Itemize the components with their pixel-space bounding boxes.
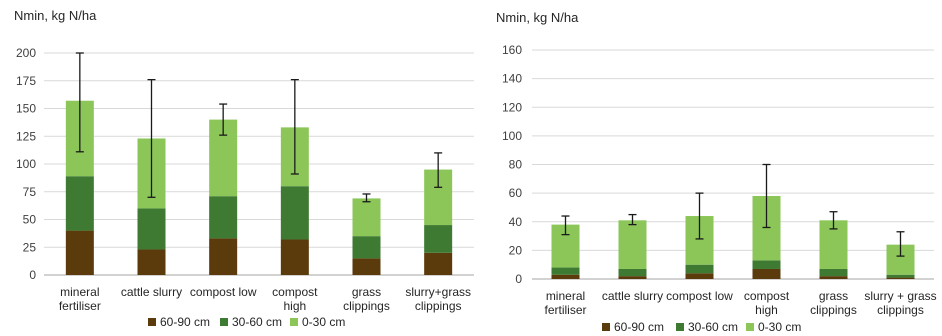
bar-segment-30-60cm — [65, 176, 94, 231]
x-tick-label: slurry+grass — [405, 285, 471, 299]
y-tick-label: 125 — [16, 129, 36, 143]
x-tick-label: clippings — [415, 299, 462, 313]
y-tick-label: 25 — [23, 240, 37, 254]
chart-panel-1: Nmin, kg N/ha 0 25 50 75 100 125 150 175 200 miner… — [14, 8, 474, 329]
y-tick-label: 0 — [29, 268, 36, 282]
legend-label: 0-30 cm — [302, 315, 345, 329]
bar-segment-60-90cm — [352, 258, 381, 275]
x-tick-label: clippings — [810, 303, 857, 317]
legend-label: 30-60 cm — [232, 315, 282, 329]
y-tick-label: 80 — [509, 158, 523, 172]
x-tick-label: compost low — [190, 285, 257, 299]
y-tick-label: 200 — [16, 46, 36, 60]
bar-segment-60-90cm — [752, 268, 781, 279]
legend-label: 60-90 cm — [614, 320, 664, 334]
bar-segment-60-90cm — [137, 249, 166, 275]
bar-segment-30-60cm — [886, 274, 915, 278]
bar-segment-30-60cm — [137, 208, 166, 250]
x-tick-label: high — [755, 303, 778, 317]
y-tick-label: 100 — [16, 157, 36, 171]
bar-segment-30-60cm — [551, 267, 580, 275]
x-tick-label: compost low — [666, 289, 733, 303]
y-tick-label: 0 — [515, 272, 522, 286]
y-tick-label: 100 — [502, 129, 522, 143]
legend-swatch — [676, 323, 684, 331]
legend-label: 30-60 cm — [688, 320, 738, 334]
bar-segment-60-90cm — [618, 276, 647, 279]
x-tick-label: grass — [352, 285, 381, 299]
legend-swatch — [602, 323, 610, 331]
x-tick-label: mineral — [60, 285, 99, 299]
y-tick-label: 175 — [16, 74, 36, 88]
bar-segment-30-60cm — [424, 225, 453, 253]
y-tick-label: 60 — [509, 186, 523, 200]
y-axis-label: Nmin, kg N/ha — [14, 8, 97, 23]
x-tick-label: fertiliser — [59, 299, 101, 313]
bar-segment-60-90cm — [209, 238, 238, 275]
bar-segment-60-90cm — [280, 239, 309, 275]
y-tick-label: 75 — [23, 185, 37, 199]
bar-segment-30-60cm — [618, 268, 647, 277]
bar-segment-30-60cm — [819, 268, 848, 277]
y-tick-label: 20 — [509, 243, 523, 257]
bar-segment-0-30cm — [352, 198, 381, 237]
x-tick-label: compost — [744, 289, 790, 303]
y-axis-label: Nmin, kg N/ha — [496, 10, 579, 25]
x-tick-label: slurry + grass — [864, 289, 936, 303]
y-tick-label: 120 — [502, 100, 522, 114]
y-tick-label: 50 — [23, 213, 37, 227]
bar-segment-60-90cm — [424, 252, 453, 275]
x-tick-label: high — [283, 299, 306, 313]
x-tick-label: cattle slurry — [121, 285, 182, 299]
x-tick-label: mineral — [546, 289, 585, 303]
chart-panel-2: Nmin, kg N/ha 0 20 40 60 80 100 120 140 160 minera… — [496, 10, 937, 334]
bar-segment-30-60cm — [352, 236, 381, 259]
bar-segment-30-60cm — [685, 264, 714, 274]
legend-label: 60-90 cm — [160, 315, 210, 329]
x-tick-label: clippings — [343, 299, 390, 313]
bar-segment-60-90cm — [685, 273, 714, 279]
y-tick-label: 150 — [16, 102, 36, 116]
bar-segment-30-60cm — [280, 186, 309, 240]
bar-segment-60-90cm — [819, 276, 848, 279]
bar-segment-30-60cm — [209, 196, 238, 239]
x-tick-label: fertiliser — [544, 303, 586, 317]
legend-swatch — [290, 318, 298, 326]
y-tick-label: 160 — [502, 43, 522, 57]
x-tick-label: grass — [819, 289, 848, 303]
y-tick-label: 40 — [509, 215, 523, 229]
bar-segment-30-60cm — [752, 260, 781, 269]
legend-swatch — [148, 318, 156, 326]
bar-segment-60-90cm — [886, 277, 915, 279]
x-tick-label: compost — [272, 285, 318, 299]
legend-label: 0-30 cm — [758, 320, 801, 334]
legend-swatch — [746, 323, 754, 331]
bar-segment-60-90cm — [65, 230, 94, 275]
bar-segment-0-30cm — [618, 220, 647, 269]
y-tick-label: 140 — [502, 72, 522, 86]
legend-swatch — [220, 318, 228, 326]
x-tick-label: cattle slurry — [602, 289, 663, 303]
x-tick-label: clippings — [877, 303, 924, 317]
bar-segment-60-90cm — [551, 274, 580, 279]
